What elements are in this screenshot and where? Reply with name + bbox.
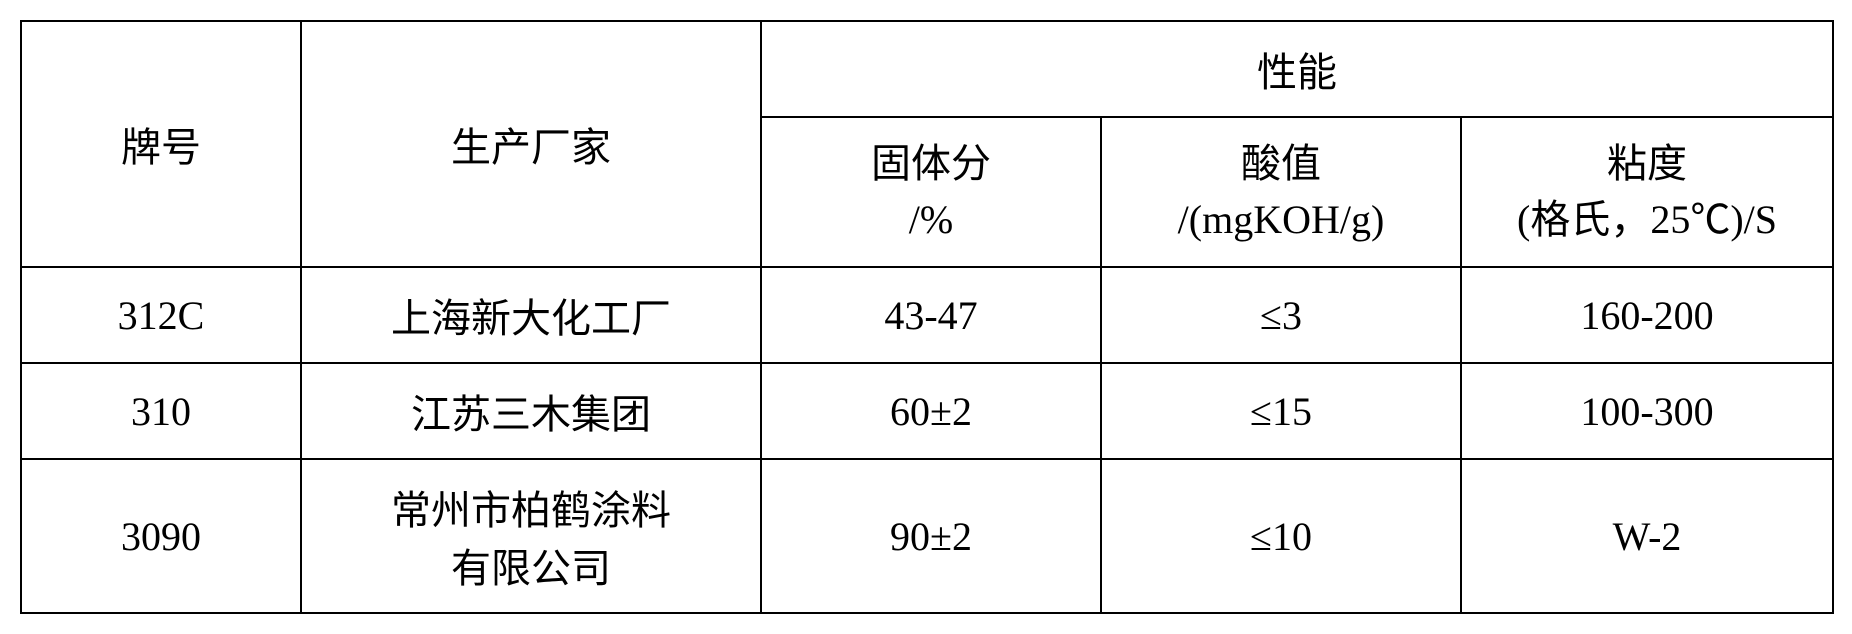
cell-manufacturer: 常州市柏鹤涂料 有限公司	[301, 459, 761, 613]
header-row-1: 牌号 生产厂家 性能	[21, 21, 1833, 117]
cell-viscosity: 100-300	[1461, 363, 1833, 459]
data-table: 牌号 生产厂家 性能 固体分 /% 酸值 /(mgKOH/g) 粘度 (格氏，2…	[20, 20, 1834, 614]
header-solid-content-line2: /%	[909, 197, 953, 242]
header-viscosity-line1: 粘度	[1607, 141, 1687, 186]
cell-solid-content: 60±2	[761, 363, 1101, 459]
cell-acid-value: ≤10	[1101, 459, 1461, 613]
cell-viscosity: W-2	[1461, 459, 1833, 613]
cell-manufacturer: 江苏三木集团	[301, 363, 761, 459]
header-viscosity-line2: (格氏，25℃)/S	[1517, 197, 1777, 242]
table-row: 310 江苏三木集团 60±2 ≤15 100-300	[21, 363, 1833, 459]
header-brand: 牌号	[21, 21, 301, 267]
cell-viscosity: 160-200	[1461, 267, 1833, 363]
table-container: 牌号 生产厂家 性能 固体分 /% 酸值 /(mgKOH/g) 粘度 (格氏，2…	[20, 20, 1832, 614]
cell-manufacturer-line1: 常州市柏鹤涂料	[391, 488, 671, 533]
cell-brand: 3090	[21, 459, 301, 613]
header-manufacturer: 生产厂家	[301, 21, 761, 267]
header-acid-value-line1: 酸值	[1241, 141, 1321, 186]
cell-acid-value: ≤15	[1101, 363, 1461, 459]
header-performance-group: 性能	[761, 21, 1833, 117]
header-viscosity: 粘度 (格氏，25℃)/S	[1461, 117, 1833, 267]
table-row: 312C 上海新大化工厂 43-47 ≤3 160-200	[21, 267, 1833, 363]
cell-brand: 312C	[21, 267, 301, 363]
cell-acid-value: ≤3	[1101, 267, 1461, 363]
header-acid-value: 酸值 /(mgKOH/g)	[1101, 117, 1461, 267]
cell-solid-content: 90±2	[761, 459, 1101, 613]
table-row: 3090 常州市柏鹤涂料 有限公司 90±2 ≤10 W-2	[21, 459, 1833, 613]
cell-manufacturer-line2: 有限公司	[451, 546, 611, 591]
cell-solid-content: 43-47	[761, 267, 1101, 363]
header-solid-content: 固体分 /%	[761, 117, 1101, 267]
cell-brand: 310	[21, 363, 301, 459]
cell-manufacturer: 上海新大化工厂	[301, 267, 761, 363]
header-acid-value-line2: /(mgKOH/g)	[1178, 197, 1385, 242]
header-solid-content-line1: 固体分	[871, 141, 991, 186]
